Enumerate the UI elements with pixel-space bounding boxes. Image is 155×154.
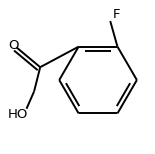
Text: O: O [8, 39, 18, 52]
Text: F: F [112, 8, 120, 22]
Text: HO: HO [8, 108, 28, 121]
